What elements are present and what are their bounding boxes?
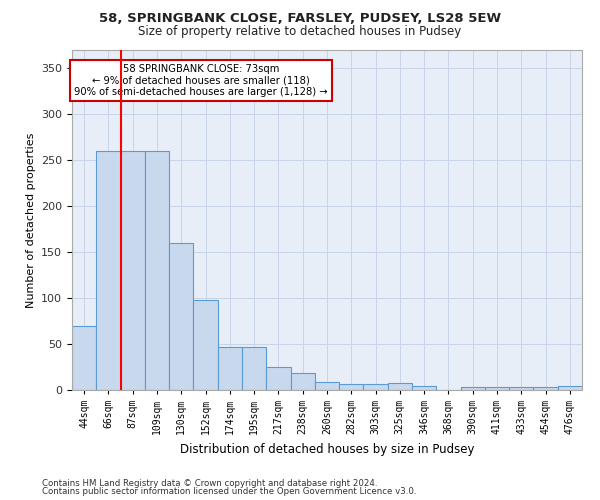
Text: 58 SPRINGBANK CLOSE: 73sqm
← 9% of detached houses are smaller (118)
90% of semi: 58 SPRINGBANK CLOSE: 73sqm ← 9% of detac…: [74, 64, 328, 97]
Bar: [121, 151, 145, 390]
Bar: [169, 243, 193, 390]
Bar: [193, 300, 218, 390]
Bar: [96, 151, 121, 390]
Bar: [533, 387, 558, 390]
Y-axis label: Number of detached properties: Number of detached properties: [26, 132, 35, 308]
Bar: [485, 387, 509, 390]
X-axis label: Distribution of detached houses by size in Pudsey: Distribution of detached houses by size …: [180, 442, 474, 456]
Bar: [461, 387, 485, 390]
Bar: [145, 151, 169, 390]
Bar: [364, 384, 388, 390]
Bar: [72, 326, 96, 390]
Bar: [266, 367, 290, 390]
Bar: [315, 382, 339, 390]
Bar: [509, 387, 533, 390]
Bar: [290, 374, 315, 390]
Bar: [558, 386, 582, 390]
Bar: [412, 386, 436, 390]
Text: Contains public sector information licensed under the Open Government Licence v3: Contains public sector information licen…: [42, 487, 416, 496]
Text: Size of property relative to detached houses in Pudsey: Size of property relative to detached ho…: [139, 25, 461, 38]
Text: 58, SPRINGBANK CLOSE, FARSLEY, PUDSEY, LS28 5EW: 58, SPRINGBANK CLOSE, FARSLEY, PUDSEY, L…: [99, 12, 501, 26]
Bar: [242, 347, 266, 390]
Text: Contains HM Land Registry data © Crown copyright and database right 2024.: Contains HM Land Registry data © Crown c…: [42, 478, 377, 488]
Bar: [218, 347, 242, 390]
Bar: [339, 384, 364, 390]
Bar: [388, 382, 412, 390]
